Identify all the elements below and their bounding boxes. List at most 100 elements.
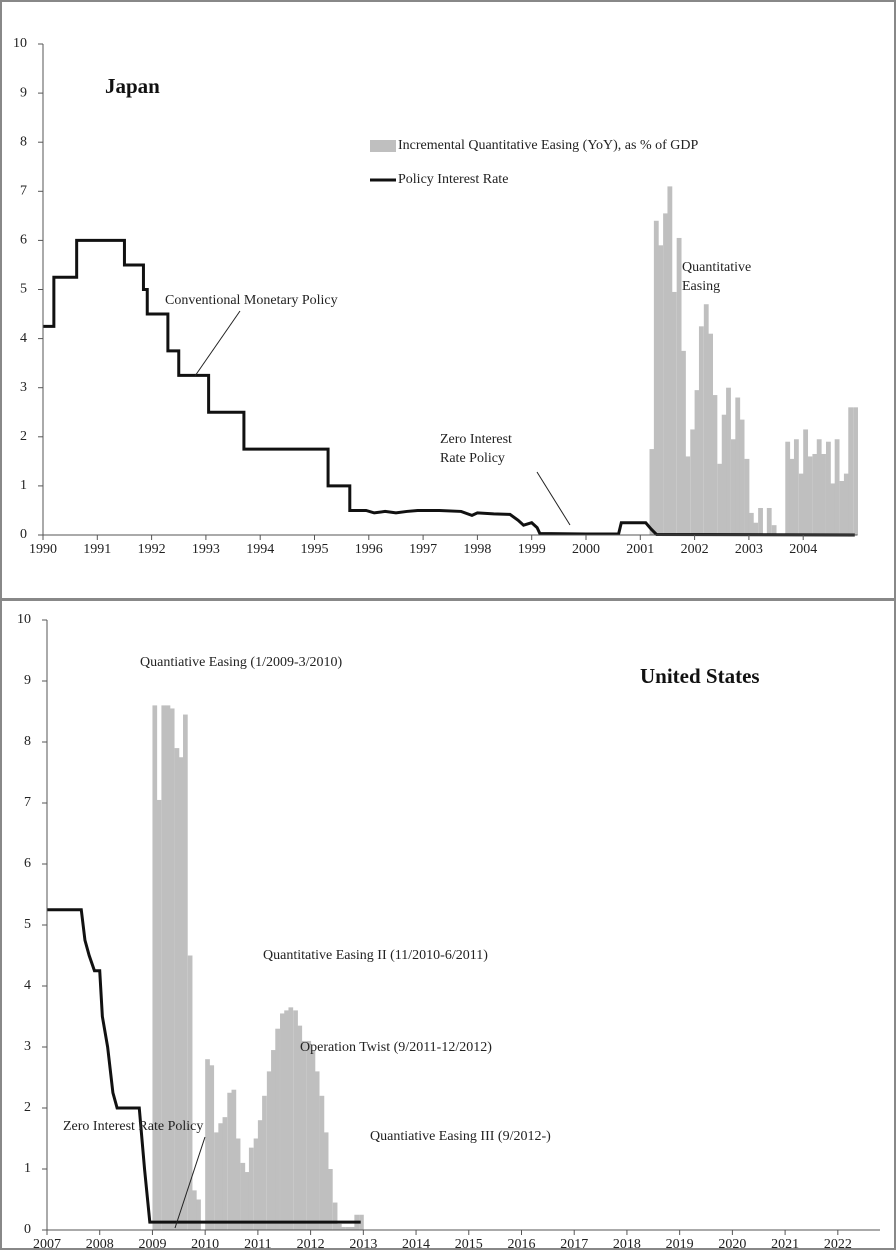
x-tick-label: 2004 xyxy=(789,542,817,557)
qe-bar xyxy=(345,1226,351,1230)
annotation: Quantiative Easing (1/2009-3/2010) xyxy=(140,655,343,670)
qe-bar xyxy=(165,705,171,1230)
annotation: Zero Interest Rate Policy xyxy=(63,1119,203,1134)
qe-bar xyxy=(191,1190,197,1230)
qe-bar xyxy=(174,748,180,1230)
x-tick-label: 1998 xyxy=(463,542,491,557)
qe-bar xyxy=(766,507,772,535)
qe-bar xyxy=(739,419,745,535)
x-tick-label: 2020 xyxy=(718,1237,746,1250)
x-tick-label: 2002 xyxy=(681,542,709,557)
qe-bar xyxy=(301,1040,307,1230)
panel-frame xyxy=(0,599,896,1250)
annotation: Conventional Monetary Policy xyxy=(165,293,338,308)
qe-bar xyxy=(744,458,750,535)
qe-bar xyxy=(253,1138,259,1230)
y-tick-label: 7 xyxy=(20,184,27,199)
x-tick-label: 1996 xyxy=(355,542,383,557)
qe-bar xyxy=(671,291,677,535)
x-tick-label: 2017 xyxy=(560,1237,588,1250)
x-tick-label: 2001 xyxy=(626,542,654,557)
qe-bar xyxy=(205,1059,210,1230)
x-tick-label: 2010 xyxy=(191,1237,219,1250)
qe-bar xyxy=(231,1089,237,1230)
qe-bar xyxy=(293,1010,298,1230)
x-tick-label: 2018 xyxy=(613,1237,641,1250)
qe-bar xyxy=(726,387,731,535)
x-tick-label: 2003 xyxy=(735,542,763,557)
qe-bar xyxy=(323,1132,329,1230)
qe-bar xyxy=(830,483,836,535)
annotation-leader xyxy=(174,1136,206,1229)
x-tick-label: 2000 xyxy=(572,542,600,557)
x-tick-label: 2015 xyxy=(455,1237,483,1250)
policy-rate-line xyxy=(47,908,361,1224)
qe-bar xyxy=(663,213,668,535)
x-tick-label: 2007 xyxy=(33,1237,61,1250)
qe-bar xyxy=(843,473,849,535)
policy-rate-line xyxy=(43,238,855,537)
x-tick-label: 1995 xyxy=(301,542,329,557)
qe-bar xyxy=(169,708,175,1230)
qe-bar xyxy=(240,1162,246,1230)
x-tick-label: 1991 xyxy=(83,542,111,557)
qe-bar xyxy=(708,333,713,535)
x-tick-label: 1994 xyxy=(246,542,274,557)
qe-bar xyxy=(248,1147,254,1230)
chart-title: United States xyxy=(640,664,760,688)
qe-bar xyxy=(698,326,704,535)
qe-bar xyxy=(288,1007,294,1230)
qe-bar xyxy=(730,439,736,535)
qe-bar xyxy=(152,705,158,1230)
qe-bar xyxy=(771,525,777,535)
x-tick-label: 2008 xyxy=(86,1237,114,1250)
qe-bar xyxy=(350,1226,355,1230)
qe-bar xyxy=(649,449,655,535)
y-tick-label: 9 xyxy=(24,673,31,688)
qe-bar xyxy=(328,1169,333,1230)
qe-bar xyxy=(244,1172,250,1230)
y-tick-label: 5 xyxy=(20,282,27,297)
qe-bar xyxy=(271,1050,276,1230)
x-tick-label: 2014 xyxy=(402,1237,430,1250)
y-tick-label: 6 xyxy=(20,233,27,248)
y-tick-label: 8 xyxy=(24,734,31,749)
qe-bar xyxy=(257,1120,263,1230)
y-tick-label: 6 xyxy=(24,856,31,871)
x-tick-label: 2013 xyxy=(349,1237,377,1250)
qe-bar xyxy=(753,522,759,535)
y-tick-label: 7 xyxy=(24,795,31,810)
qe-bar xyxy=(735,397,741,535)
qe-bar xyxy=(332,1202,338,1230)
qe-bar xyxy=(676,237,682,535)
y-tick-label: 3 xyxy=(24,1039,31,1054)
qe-bar xyxy=(218,1123,224,1230)
annotation: Zero Interest xyxy=(440,432,512,447)
qe-bar xyxy=(227,1092,233,1230)
qe-bar xyxy=(807,456,813,535)
annotation: Quantiative Easing III (9/2012-) xyxy=(370,1129,551,1144)
qe-bar xyxy=(853,407,858,535)
qe-bar xyxy=(214,1132,219,1230)
qe-bar xyxy=(314,1071,320,1230)
x-tick-label: 2009 xyxy=(138,1237,166,1250)
annotation: Quantitative Easing II (11/2010-6/2011) xyxy=(263,948,488,963)
y-tick-label: 1 xyxy=(20,478,27,493)
qe-bar xyxy=(262,1095,267,1230)
x-tick-label: 1999 xyxy=(518,542,546,557)
y-tick-label: 0 xyxy=(24,1222,31,1237)
qe-bar xyxy=(284,1010,289,1230)
qe-bar xyxy=(690,429,696,535)
qe-bar xyxy=(336,1223,342,1230)
x-tick-label: 2011 xyxy=(244,1237,271,1250)
y-tick-label: 2 xyxy=(24,1100,31,1115)
qe-bar xyxy=(341,1226,346,1230)
qe-bar xyxy=(793,439,799,535)
qe-bar xyxy=(280,1013,285,1230)
qe-bar xyxy=(712,395,718,535)
y-tick-label: 1 xyxy=(24,1161,31,1176)
qe-bar xyxy=(196,1199,201,1230)
qe-bar xyxy=(306,1040,312,1230)
qe-bar xyxy=(681,350,686,535)
qe-bar xyxy=(848,407,854,535)
